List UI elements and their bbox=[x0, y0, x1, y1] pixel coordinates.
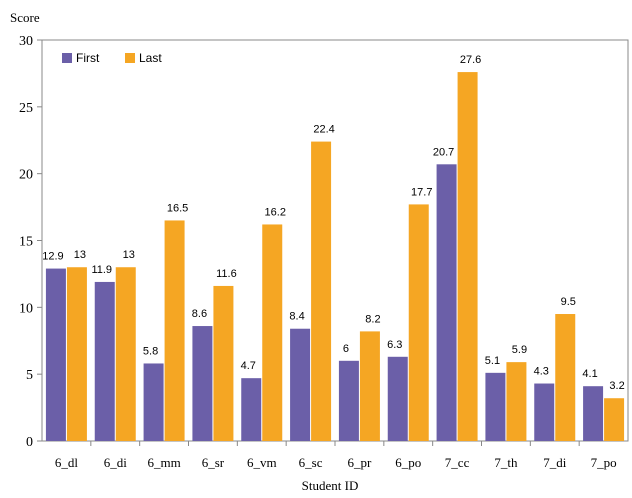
data-label-first: 8.4 bbox=[289, 311, 304, 323]
bar-first bbox=[241, 378, 262, 441]
bar-last bbox=[408, 204, 429, 441]
legend-label-last: Last bbox=[139, 51, 162, 65]
bar-last bbox=[359, 331, 380, 441]
y-tick-label: 30 bbox=[19, 34, 33, 49]
bar-first bbox=[94, 281, 115, 441]
data-label-last: 13 bbox=[123, 249, 135, 261]
data-label-last: 13 bbox=[74, 249, 86, 261]
y-tick-label: 20 bbox=[19, 168, 33, 183]
data-label-first: 4.1 bbox=[582, 368, 597, 380]
x-axis-title: Student ID bbox=[302, 478, 359, 493]
y-tick-label: 0 bbox=[26, 435, 33, 450]
data-label-first: 5.8 bbox=[143, 345, 158, 357]
x-tick-label: 6_di bbox=[104, 455, 128, 470]
data-label-last: 22.4 bbox=[313, 124, 334, 136]
bar-last bbox=[164, 220, 185, 441]
bar-first bbox=[583, 386, 604, 441]
y-tick-label: 15 bbox=[19, 235, 33, 250]
bar-first bbox=[290, 328, 311, 441]
data-label-first: 4.7 bbox=[241, 360, 256, 372]
data-label-last: 16.5 bbox=[167, 202, 188, 214]
y-axis-title: Score bbox=[10, 10, 40, 25]
x-tick-label: 6_pr bbox=[347, 455, 372, 470]
legend-swatch-first bbox=[62, 53, 72, 63]
plot-area: 0 5 10 15 20 25 30 6_dl 12.9 13 6_di 11.9 13 6_mm 5.8 1… bbox=[19, 34, 629, 470]
x-tick-label: 6_mm bbox=[147, 455, 180, 470]
bar-first bbox=[45, 268, 66, 441]
bar-last bbox=[213, 285, 234, 441]
bar-last bbox=[262, 224, 283, 441]
legend-label-first: First bbox=[76, 51, 100, 65]
bar-last bbox=[457, 72, 478, 441]
x-tick-label: 6_sc bbox=[299, 455, 323, 470]
data-label-last: 5.9 bbox=[512, 344, 527, 356]
bar-last bbox=[506, 362, 527, 441]
data-label-last: 17.7 bbox=[411, 186, 432, 198]
bar-first bbox=[338, 360, 359, 441]
y-tick-label: 5 bbox=[26, 368, 33, 383]
x-tick-label: 6_po bbox=[395, 455, 421, 470]
data-label-first: 6 bbox=[343, 343, 349, 355]
data-label-last: 11.6 bbox=[216, 268, 237, 280]
data-label-first: 5.1 bbox=[485, 355, 500, 367]
legend-swatch-last bbox=[125, 53, 135, 63]
data-label-first: 20.7 bbox=[433, 146, 454, 158]
y-tick-label: 10 bbox=[19, 301, 33, 316]
data-label-first: 12.9 bbox=[42, 251, 63, 263]
bar-first bbox=[143, 363, 164, 441]
x-tick-label: 6_sr bbox=[202, 455, 225, 470]
data-label-first: 8.6 bbox=[192, 308, 207, 320]
bar-first bbox=[192, 326, 213, 441]
x-tick-label: 6_dl bbox=[55, 455, 79, 470]
data-label-first: 6.3 bbox=[387, 339, 402, 351]
x-tick-label: 6_vm bbox=[247, 455, 277, 470]
bar-last bbox=[604, 398, 625, 441]
bar-last bbox=[311, 141, 332, 441]
data-label-last: 16.2 bbox=[265, 206, 286, 218]
bar-first bbox=[534, 383, 555, 441]
bar-last bbox=[66, 267, 87, 441]
data-label-last: 9.5 bbox=[561, 296, 576, 308]
bar-first bbox=[436, 164, 457, 441]
data-label-first: 11.9 bbox=[91, 264, 112, 276]
bar-first bbox=[485, 372, 506, 441]
bar-last bbox=[555, 314, 576, 441]
data-label-last: 8.2 bbox=[365, 313, 380, 325]
bar-first bbox=[387, 356, 408, 441]
x-tick-label: 7_th bbox=[494, 455, 518, 470]
x-tick-label: 7_po bbox=[591, 455, 617, 470]
x-tick-label: 7_di bbox=[543, 455, 567, 470]
x-tick-label: 7_cc bbox=[445, 455, 470, 470]
data-label-last: 3.2 bbox=[609, 380, 624, 392]
data-label-last: 27.6 bbox=[460, 54, 481, 66]
data-label-first: 4.3 bbox=[534, 366, 549, 378]
bar-last bbox=[115, 267, 136, 441]
y-tick-label: 25 bbox=[19, 101, 33, 116]
